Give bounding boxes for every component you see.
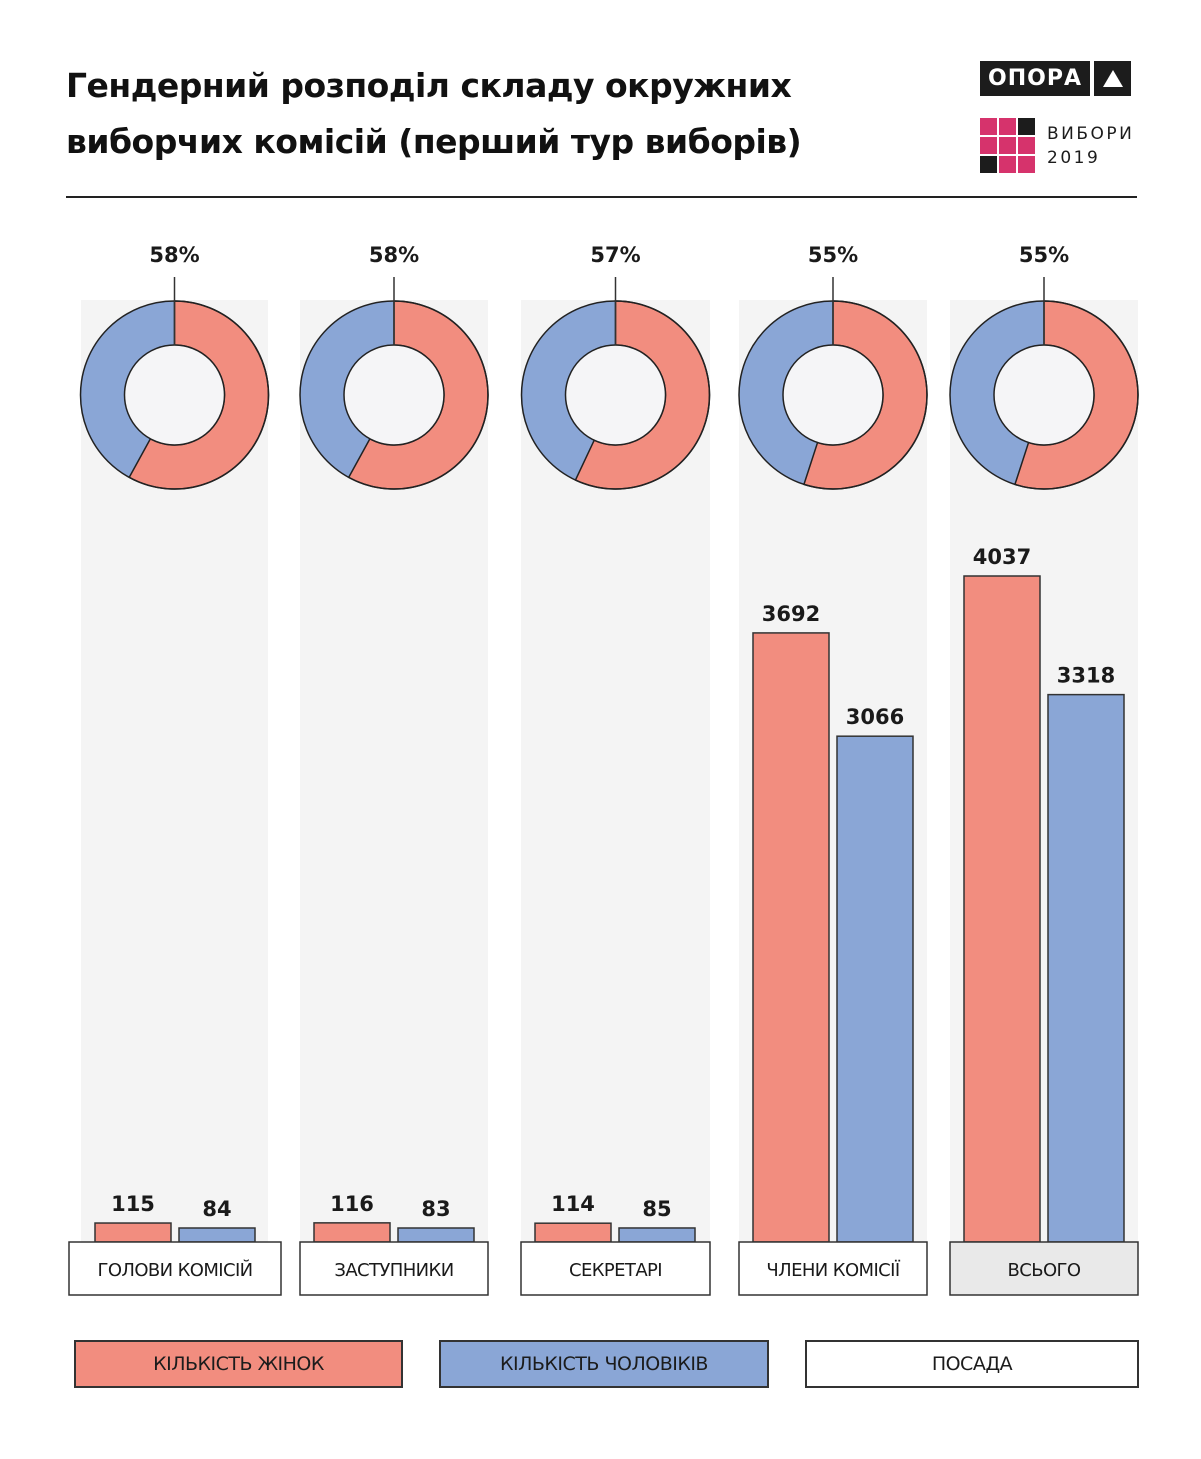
category-label: ЗАСТУПНИКИ bbox=[334, 1260, 453, 1281]
donut-hole bbox=[343, 344, 445, 446]
logo-square bbox=[999, 137, 1016, 154]
donut-hole bbox=[564, 344, 667, 446]
legend-item-women: КІЛЬКІСТЬ ЖІНОК bbox=[74, 1340, 403, 1388]
category-label-box bbox=[949, 1241, 1139, 1296]
bar-men bbox=[836, 735, 914, 1243]
logo-square bbox=[1018, 118, 1035, 135]
bar-men bbox=[178, 1227, 256, 1243]
logo-square bbox=[980, 156, 997, 173]
category-label: ЧЛЕНИ КОМІСІЇ bbox=[766, 1260, 900, 1281]
bar-value-women: 115 bbox=[111, 1192, 155, 1216]
bar-value-men: 3066 bbox=[846, 705, 904, 729]
legend-label-position: ПОСАДА bbox=[931, 1353, 1013, 1375]
category-group: 55% 3692 3066 ЧЛЕНИ КОМІСІЇ bbox=[738, 243, 928, 1296]
vybory-logo-year: 2019 bbox=[1047, 147, 1101, 168]
bar-women bbox=[313, 1222, 391, 1243]
chart-title: Гендерний розподіл складу окружних вибор… bbox=[66, 58, 886, 170]
opora-logo-text: ОПОРА bbox=[980, 61, 1090, 96]
chart-title-line-2: виборчих комісій (перший тур виборів) bbox=[66, 122, 802, 161]
category-label: ВСЬОГО bbox=[1008, 1260, 1081, 1281]
donut-hole bbox=[123, 344, 226, 446]
category-label: СЕКРЕТАРІ bbox=[569, 1260, 662, 1281]
bar-women bbox=[534, 1222, 612, 1243]
category-group: 58% 116 83 ЗАСТУПНИКИ bbox=[299, 243, 489, 1296]
category-label-box bbox=[299, 1241, 489, 1296]
women-share-label: 55% bbox=[1019, 243, 1069, 267]
grid-squares-icon bbox=[980, 118, 1035, 173]
vybory-logo-text: ВИБОРИ bbox=[1047, 123, 1135, 144]
category-label: ГОЛОВИ КОМІСІЙ bbox=[97, 1259, 252, 1281]
logo-square bbox=[999, 118, 1016, 135]
triangle-icon bbox=[1093, 61, 1131, 96]
opora-logo: ОПОРА bbox=[980, 61, 1131, 96]
women-share-label: 57% bbox=[590, 243, 640, 267]
bar-men bbox=[1047, 693, 1125, 1243]
logo-square bbox=[980, 137, 997, 154]
bar-value-women: 4037 bbox=[973, 545, 1031, 569]
category-label-box bbox=[68, 1241, 282, 1296]
bar-women bbox=[752, 632, 830, 1243]
women-share-label: 55% bbox=[808, 243, 858, 267]
bar-value-men: 85 bbox=[642, 1197, 671, 1221]
bar-value-men: 3318 bbox=[1057, 664, 1115, 688]
women-share-label: 58% bbox=[149, 243, 199, 267]
legend-label-men: КІЛЬКІСТЬ ЧОЛОВІКІВ bbox=[500, 1353, 708, 1375]
bar-value-men: 83 bbox=[421, 1197, 450, 1221]
donut-hole bbox=[993, 344, 1095, 446]
bar-women bbox=[963, 575, 1041, 1243]
logo-square bbox=[1018, 156, 1035, 173]
bar-value-men: 84 bbox=[202, 1197, 231, 1221]
bar-value-women: 114 bbox=[551, 1192, 595, 1216]
category-group: 58% 115 84 ГОЛОВИ КОМІСІЙ bbox=[68, 243, 282, 1296]
bar-women bbox=[94, 1222, 172, 1243]
legend-label-women: КІЛЬКІСТЬ ЖІНОК bbox=[153, 1353, 324, 1375]
bar-value-women: 116 bbox=[330, 1192, 374, 1216]
gender-distribution-chart: 58% 115 84 ГОЛОВИ КОМІСІЙ 58% 116 83 ЗАСТУПНИКИ… bbox=[68, 243, 1139, 1296]
donut-hole bbox=[782, 344, 884, 446]
category-label-box bbox=[520, 1241, 711, 1296]
category-group: 55% 4037 3318 ВСЬОГО bbox=[949, 243, 1139, 1296]
women-share-label: 58% bbox=[369, 243, 419, 267]
bar-value-women: 3692 bbox=[762, 602, 820, 626]
header-divider bbox=[66, 196, 1137, 198]
logo-square bbox=[999, 156, 1016, 173]
legend-item-position: ПОСАДА bbox=[805, 1340, 1139, 1388]
chart-title-line-1: Гендерний розподіл складу окружних bbox=[66, 66, 792, 105]
bar-men bbox=[618, 1227, 696, 1243]
bar-men bbox=[397, 1227, 475, 1243]
vybory-2019-logo: ВИБОРИ 2019 bbox=[980, 118, 1134, 173]
logo-square bbox=[980, 118, 997, 135]
category-label-box bbox=[738, 1241, 928, 1296]
logo-square bbox=[1018, 137, 1035, 154]
category-group: 57% 114 85 СЕКРЕТАРІ bbox=[520, 243, 711, 1296]
legend-item-men: КІЛЬКІСТЬ ЧОЛОВІКІВ bbox=[439, 1340, 769, 1388]
